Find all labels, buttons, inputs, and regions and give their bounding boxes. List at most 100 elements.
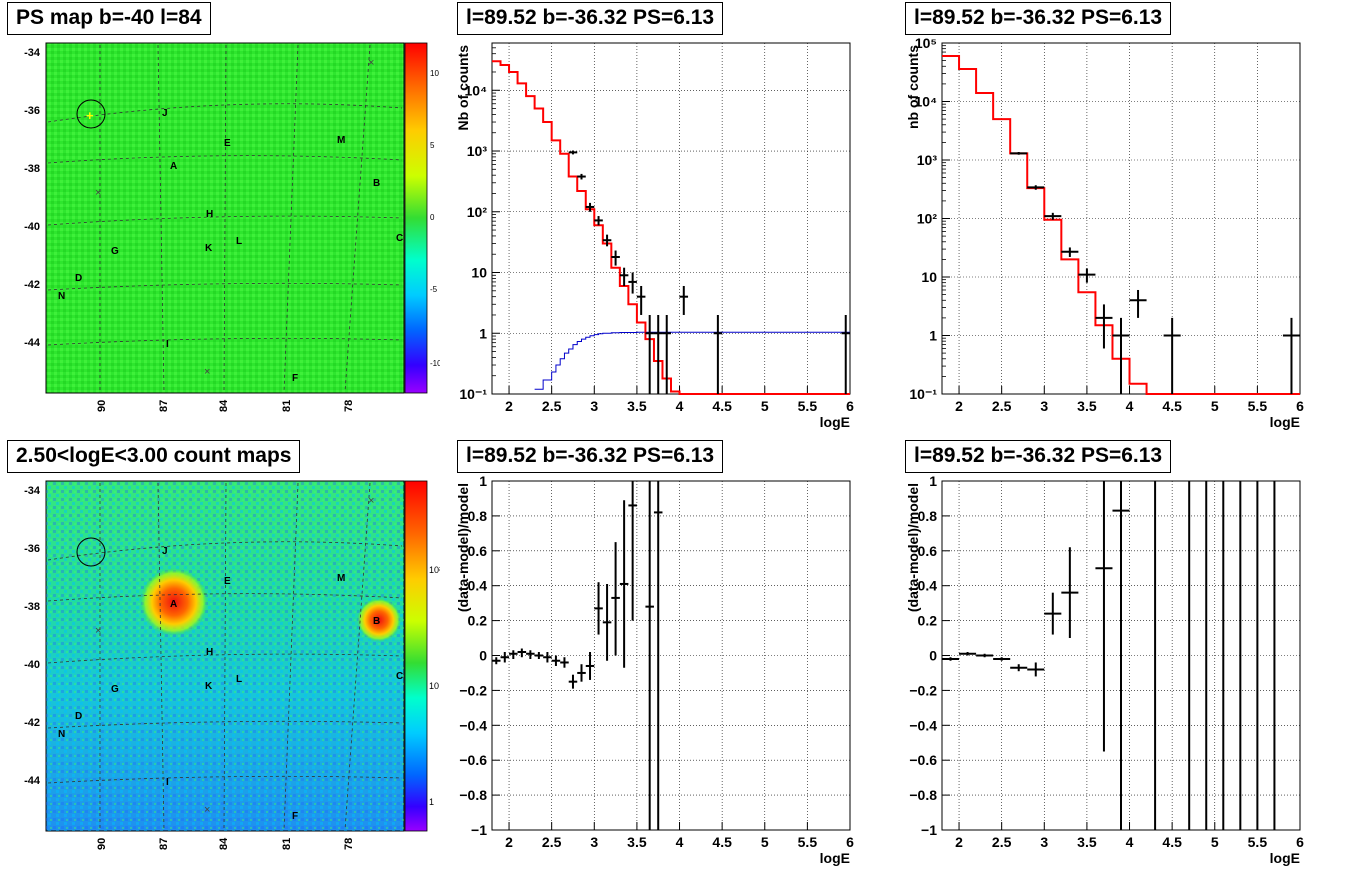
- x-tick-label: 5: [1211, 834, 1219, 850]
- y-tick-label: −0.6: [909, 752, 937, 768]
- map-top-title: PS map b=-40 l=84: [7, 2, 211, 35]
- y-tick-label: 0: [929, 648, 937, 664]
- target-circle: [76, 99, 106, 129]
- y-tick-label: 10³: [917, 152, 938, 168]
- x-tick-label: 3.5: [1077, 398, 1097, 414]
- x-tick-label: 2: [955, 398, 963, 414]
- colorbar-tick: -10: [430, 359, 440, 368]
- data-point: [1163, 317, 1181, 394]
- x-tick-label: 6: [846, 398, 854, 414]
- y-tick-label: 0.4: [468, 578, 488, 594]
- y-tick: -44: [24, 775, 41, 787]
- source-label: C: [396, 233, 403, 244]
- svg-text:×: ×: [368, 57, 374, 69]
- data-point: [713, 314, 723, 394]
- y-tick: -44: [24, 337, 41, 349]
- y-tick-label: 0.2: [918, 613, 938, 629]
- y-axis-label: Nb of counts: [455, 45, 471, 131]
- source-label: C: [396, 671, 403, 682]
- spec2-title: l=89.52 b=-36.32 PS=6.13: [905, 2, 1172, 35]
- svg-text:×: ×: [368, 495, 374, 507]
- map-bottom-crosses: × × ×: [95, 495, 374, 816]
- source-label: H: [206, 647, 213, 658]
- x-tick-label: 4.5: [1162, 398, 1182, 414]
- colorbar-tick: 0: [430, 213, 435, 222]
- data-point: [534, 652, 544, 659]
- data-point: [517, 648, 527, 658]
- resid1-title: l=89.52 b=-36.32 PS=6.13: [457, 440, 724, 473]
- x-tick-label: 3: [590, 398, 598, 414]
- x-tick: 78: [343, 400, 355, 412]
- data-point: [611, 542, 620, 656]
- resid2-title: l=89.52 b=-36.32 PS=6.13: [905, 440, 1172, 473]
- y-tick-label: −1: [471, 822, 487, 838]
- y-tick-label: 0: [479, 648, 487, 664]
- map-bottom-ticks: -34 -36 -38 -40 -42 -44 90 87 84 81 78: [24, 485, 355, 850]
- source-label: L: [236, 674, 242, 685]
- source-label: F: [292, 373, 298, 384]
- y-tick-label: 10: [471, 265, 487, 281]
- target-circle: [76, 537, 106, 567]
- source-label: K: [205, 681, 213, 692]
- map-bottom-title: 2.50<logE<3.00 count maps: [7, 440, 301, 473]
- chart-1: 2 2.5 3 3.5 4 4.5 5 5.5 6 10⁻¹ 1 10 10² 10³ 10⁴ logE Nb …: [455, 42, 854, 430]
- data-point: [1095, 304, 1113, 349]
- source-label: G: [111, 684, 119, 695]
- data-point: [1010, 664, 1028, 672]
- source-label: I: [166, 339, 169, 350]
- data-point: [1061, 547, 1079, 639]
- y-tick: -42: [24, 717, 40, 729]
- source-label: K: [205, 243, 213, 254]
- y-axis-label: (data-model)/model: [455, 483, 471, 612]
- y-tick-label: −0.6: [459, 752, 487, 768]
- x-tick-label: 2.5: [542, 398, 562, 414]
- colorbar-tick: 10: [429, 681, 439, 691]
- x-tick: 81: [281, 838, 293, 850]
- source-label: L: [236, 236, 242, 247]
- x-tick-label: 3: [590, 834, 598, 850]
- source-label: J: [162, 546, 168, 557]
- y-tick: -40: [24, 659, 40, 671]
- y-tick-label: 0.4: [918, 578, 938, 594]
- source-label: I: [166, 777, 169, 788]
- y-tick: -42: [24, 279, 40, 291]
- data-point: [543, 652, 552, 663]
- data-point: [653, 314, 663, 394]
- y-tick-label: 10²: [917, 211, 938, 227]
- x-tick-label: 2.5: [992, 834, 1012, 850]
- x-tick: 84: [218, 837, 230, 850]
- map-top-image: [45, 42, 405, 394]
- chart-2: 2 2.5 3 3.5 4 4.5 5 5.5 6 10⁻¹ 1 10 10² 10³ 10⁴ 10⁵ logE…: [905, 35, 1304, 430]
- data-point: [1112, 481, 1130, 830]
- data-point: [619, 267, 629, 286]
- spec1-title: l=89.52 b=-36.32 PS=6.13: [457, 2, 724, 35]
- x-axis-label: logE: [1270, 414, 1300, 430]
- x-tick: 87: [158, 838, 170, 850]
- source-label: N: [58, 729, 65, 740]
- data-point: [841, 314, 850, 394]
- y-tick-label: 10: [921, 269, 937, 285]
- source-b-blob: [357, 598, 401, 642]
- source-label: B: [373, 616, 380, 627]
- data-point: [1061, 247, 1079, 257]
- data-point: [1129, 289, 1147, 318]
- data-point: [526, 650, 535, 659]
- x-tick-label: 5.5: [798, 398, 818, 414]
- source-label: A: [170, 599, 177, 610]
- y-tick: -40: [24, 221, 40, 233]
- map-top-crosses: × × ×: [95, 57, 374, 378]
- map-bottom-colorbar-ticks: 10² 10 1: [429, 565, 440, 807]
- y-tick-label: 0.8: [468, 508, 488, 524]
- data-point: [619, 500, 629, 668]
- data-point: [1027, 662, 1045, 677]
- x-tick-label: 2.5: [542, 834, 562, 850]
- target-marker: +: [86, 108, 94, 123]
- data-point: [1078, 268, 1096, 283]
- map-bottom-colorbar: [404, 480, 428, 832]
- y-axis-label: (data-model)/model: [905, 483, 921, 612]
- y-tick-label: −0.2: [909, 682, 937, 698]
- y-tick-label: 10⁴: [465, 82, 488, 98]
- data-point: [636, 285, 646, 315]
- x-tick-label: 5: [761, 834, 769, 850]
